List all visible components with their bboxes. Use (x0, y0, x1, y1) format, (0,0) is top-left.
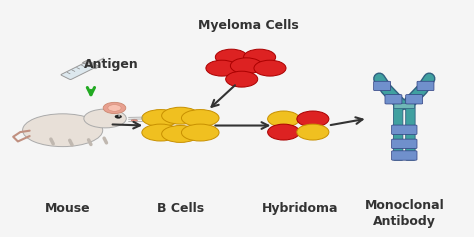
Ellipse shape (162, 107, 199, 124)
Circle shape (103, 102, 126, 114)
Circle shape (254, 60, 286, 76)
FancyBboxPatch shape (82, 60, 100, 69)
Circle shape (297, 111, 329, 127)
Circle shape (118, 115, 120, 116)
Circle shape (215, 49, 247, 65)
Ellipse shape (23, 114, 103, 147)
Text: Hybridoma: Hybridoma (263, 202, 339, 215)
FancyBboxPatch shape (392, 139, 417, 148)
Ellipse shape (142, 124, 180, 141)
FancyBboxPatch shape (406, 104, 415, 160)
FancyBboxPatch shape (61, 62, 96, 79)
FancyBboxPatch shape (406, 95, 423, 104)
Circle shape (297, 124, 329, 140)
Text: Antigen: Antigen (84, 58, 138, 71)
FancyBboxPatch shape (417, 81, 434, 91)
Ellipse shape (131, 119, 137, 122)
Circle shape (268, 111, 300, 127)
FancyBboxPatch shape (393, 104, 403, 160)
FancyBboxPatch shape (392, 125, 417, 134)
FancyBboxPatch shape (374, 81, 391, 91)
Ellipse shape (142, 109, 180, 127)
FancyBboxPatch shape (392, 151, 417, 160)
FancyBboxPatch shape (385, 95, 402, 104)
Circle shape (268, 124, 300, 140)
Text: B Cells: B Cells (157, 202, 204, 215)
Text: Mouse: Mouse (45, 202, 90, 215)
Circle shape (226, 71, 258, 87)
FancyBboxPatch shape (394, 103, 415, 109)
Circle shape (244, 49, 276, 65)
Text: Monoclonal
Antibody: Monoclonal Antibody (365, 199, 444, 228)
Circle shape (115, 115, 121, 118)
Ellipse shape (162, 126, 199, 142)
Ellipse shape (84, 109, 126, 128)
Text: Myeloma Cells: Myeloma Cells (199, 19, 299, 32)
Circle shape (206, 60, 238, 76)
Ellipse shape (182, 124, 219, 141)
Circle shape (230, 58, 263, 74)
Circle shape (108, 105, 121, 111)
Ellipse shape (182, 109, 219, 127)
